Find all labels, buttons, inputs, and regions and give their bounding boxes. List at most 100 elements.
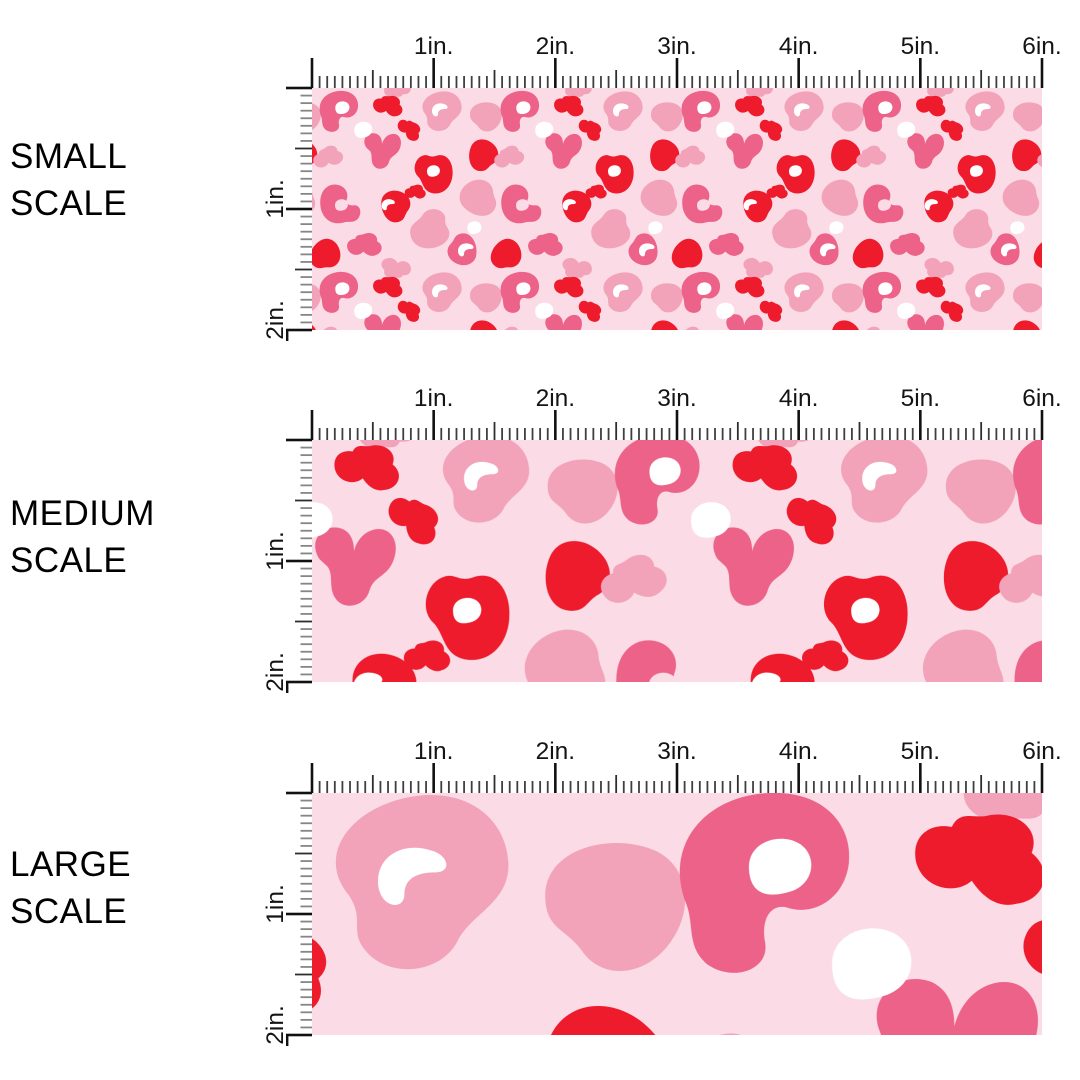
ruler-tick xyxy=(455,428,458,440)
ruler-tick xyxy=(493,422,496,440)
ruler-tick xyxy=(300,185,312,188)
ruler-tick xyxy=(873,76,876,88)
ruler-tick xyxy=(300,673,312,676)
ruler-tick xyxy=(797,410,800,440)
ruler-tick xyxy=(447,781,450,793)
ruler-tick xyxy=(942,428,945,440)
ruler-label-h: 5in. xyxy=(901,33,941,60)
ruler-tick xyxy=(300,476,312,479)
ruler-tick xyxy=(675,410,679,440)
vertical-ruler xyxy=(286,791,312,1037)
ruler-tick xyxy=(957,76,960,88)
ruler-tick xyxy=(300,665,312,668)
ruler-tick xyxy=(607,76,610,88)
ruler-tick xyxy=(569,781,572,793)
ruler-tick xyxy=(911,781,914,793)
ruler-label-h: 4in. xyxy=(779,738,819,765)
ruler-tick xyxy=(349,76,351,88)
ruler-tick xyxy=(562,428,564,440)
ruler-tick xyxy=(767,76,770,88)
ruler-tick xyxy=(318,76,321,88)
ruler-tick xyxy=(1010,428,1013,440)
ruler-tick xyxy=(850,76,853,88)
ruler-tick xyxy=(300,613,312,615)
ruler-tick xyxy=(300,890,312,893)
ruler-label-h: 1in. xyxy=(414,33,454,60)
ruler-tick xyxy=(425,428,427,440)
ruler-tick xyxy=(577,428,580,440)
ruler-tick xyxy=(995,781,998,793)
ruler-tick xyxy=(286,328,312,332)
ruler-tick xyxy=(531,428,534,440)
ruler-tick xyxy=(300,306,312,309)
ruler-tick xyxy=(300,867,312,870)
ruler-tick xyxy=(592,428,595,440)
ruler-tick xyxy=(300,552,312,555)
ruler-tick xyxy=(873,781,876,793)
ruler-tick xyxy=(300,253,312,256)
ruler-tick xyxy=(300,245,312,248)
ruler-tick xyxy=(300,981,312,983)
ruler-tick xyxy=(485,76,488,88)
ruler-tick xyxy=(286,207,312,211)
ruler-tick xyxy=(562,76,564,88)
ruler-tick xyxy=(478,781,481,793)
ruler-tick xyxy=(300,321,312,324)
ruler-tick xyxy=(349,781,351,793)
ruler-tick xyxy=(300,807,312,810)
ruler-label-h: 4in. xyxy=(779,33,819,60)
ruler-tick xyxy=(638,76,640,88)
ruler-tick xyxy=(615,422,618,440)
ruler-tick xyxy=(645,781,648,793)
ruler-tick xyxy=(300,1003,312,1006)
ruler-tick xyxy=(318,428,321,440)
ruler-tick xyxy=(300,192,312,195)
ruler-tick xyxy=(300,882,312,885)
ruler-tick xyxy=(630,428,633,440)
ruler-tick xyxy=(949,76,952,88)
ruler-tick xyxy=(577,781,580,793)
ruler-tick xyxy=(440,428,443,440)
ruler-tick xyxy=(300,200,312,203)
ruler-tick xyxy=(300,102,312,105)
ruler-tick xyxy=(615,70,618,88)
ruler-tick xyxy=(300,276,312,278)
scale-label-medium-line2: SCALE xyxy=(10,541,128,580)
ruler-tick xyxy=(896,781,899,793)
ruler-tick xyxy=(706,781,709,793)
ruler-tick xyxy=(432,58,435,88)
ruler-tick xyxy=(1018,781,1021,793)
ruler-tick xyxy=(371,775,374,793)
panel-large-scale: 1in. 2in. 3in. 4in. 5in. 6in. 1in. 2in. xyxy=(262,738,1062,1046)
ruler-tick xyxy=(539,781,542,793)
ruler-tick xyxy=(300,897,312,900)
ruler-tick xyxy=(485,428,488,440)
ruler-tick xyxy=(318,781,321,793)
ruler-tick xyxy=(425,781,427,793)
ruler-tick xyxy=(531,781,534,793)
ruler-label-h: 1in. xyxy=(414,385,454,412)
ruler-label-v: 1in. xyxy=(262,179,289,219)
ruler-tick xyxy=(660,76,663,88)
ruler-tick xyxy=(409,428,412,440)
ruler-tick xyxy=(300,529,312,532)
ruler-tick xyxy=(683,781,686,793)
ruler-tick xyxy=(286,559,312,563)
ruler-tick xyxy=(295,620,312,623)
ruler-tick xyxy=(797,58,800,88)
ruler-tick xyxy=(942,76,945,88)
fabric-swatch-large-scale xyxy=(312,793,1042,1035)
ruler-tick xyxy=(850,428,853,440)
ruler-tick xyxy=(371,70,374,88)
ruler-tick xyxy=(300,582,312,585)
ruler-tick xyxy=(300,635,312,638)
ruler-tick xyxy=(508,76,511,88)
horizontal-ruler xyxy=(310,410,1044,440)
ruler-tick xyxy=(957,428,960,440)
ruler-tick xyxy=(402,76,405,88)
ruler-tick xyxy=(394,428,397,440)
ruler-tick xyxy=(820,781,823,793)
ruler-tick xyxy=(774,428,777,440)
ruler-tick xyxy=(736,422,739,440)
ruler-tick xyxy=(972,76,975,88)
